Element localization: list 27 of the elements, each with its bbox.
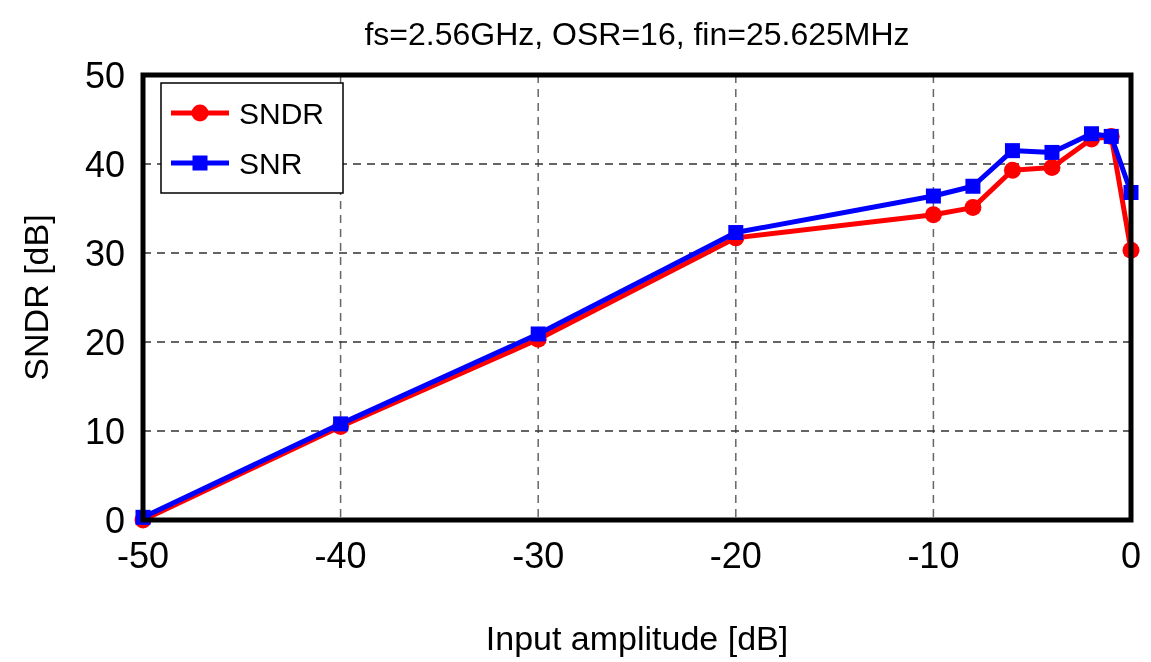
x-tick-label: -40 (314, 535, 367, 576)
x-tick-label: -20 (709, 535, 762, 576)
point (1044, 144, 1060, 160)
legend-label: SNR (239, 146, 303, 180)
chart-title: fs=2.56GHz, OSR=16, fin=25.625MHz (364, 16, 910, 52)
x-tick-label: 0 (1120, 535, 1142, 576)
y-axis-title: SNDR [dB] (17, 214, 55, 381)
x-tick-label: -30 (512, 535, 565, 576)
y-tick-label: 50 (84, 54, 125, 96)
legend-label: SNDR (239, 96, 325, 130)
point (925, 188, 941, 204)
y-tick-label: 10 (84, 410, 125, 452)
point (1083, 126, 1099, 142)
point (965, 178, 981, 194)
point (1003, 161, 1021, 179)
point (333, 416, 349, 432)
point (964, 199, 982, 217)
point (530, 326, 546, 342)
y-tick-label: 40 (84, 143, 125, 185)
point (924, 206, 942, 224)
y-tick-label: 20 (84, 321, 125, 363)
point (1043, 159, 1061, 177)
x-axis-title: Input amplitude [dB] (485, 619, 789, 657)
point (728, 225, 744, 241)
x-tick-label: -10 (907, 535, 960, 576)
y-tick-label: 30 (84, 232, 125, 274)
point (1004, 143, 1020, 159)
